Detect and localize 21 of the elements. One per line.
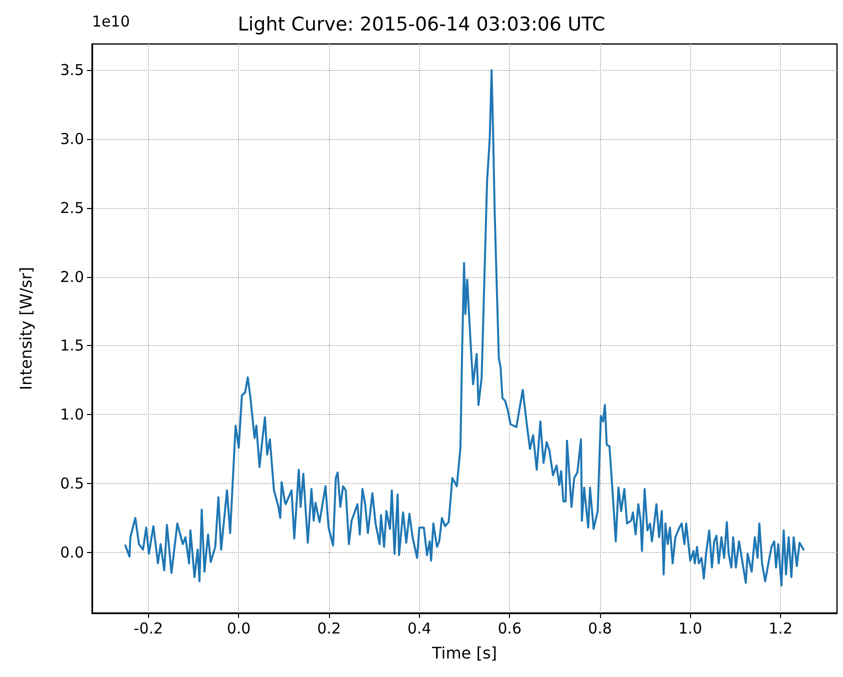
y-tick-label: 0.5 (60, 474, 84, 492)
x-tick-label: -0.2 (134, 620, 164, 638)
text: 1e10 (92, 12, 130, 30)
y-tick-label: 2.0 (60, 268, 84, 286)
x-tick-label: 0.8 (588, 620, 612, 638)
y-tick-label: 0.0 (60, 543, 84, 562)
chart-title: Light Curve: 2015-06-14 03:03:06 UTC (238, 14, 606, 36)
x-tick-label: 1.2 (768, 620, 792, 638)
y-tick-label: 2.5 (60, 198, 84, 217)
x-tick-label: 1.0 (678, 620, 702, 638)
x-tick-label: 0.4 (407, 620, 432, 638)
y-tick-label: 3.0 (60, 130, 84, 148)
y-tick-label: 3.5 (60, 61, 84, 80)
x-tick-label: 0.0 (226, 620, 251, 638)
line-series (124, 69, 805, 586)
x-tick-label: 0.2 (317, 620, 341, 638)
y-tick-label: 1.5 (60, 336, 84, 355)
y-axis-title: Intensity [W/sr] (16, 266, 36, 390)
x-tick-label: 0.6 (498, 620, 522, 638)
x-axis-title: Time [s] (430, 644, 498, 662)
y-tick-label: 1.0 (60, 406, 84, 424)
